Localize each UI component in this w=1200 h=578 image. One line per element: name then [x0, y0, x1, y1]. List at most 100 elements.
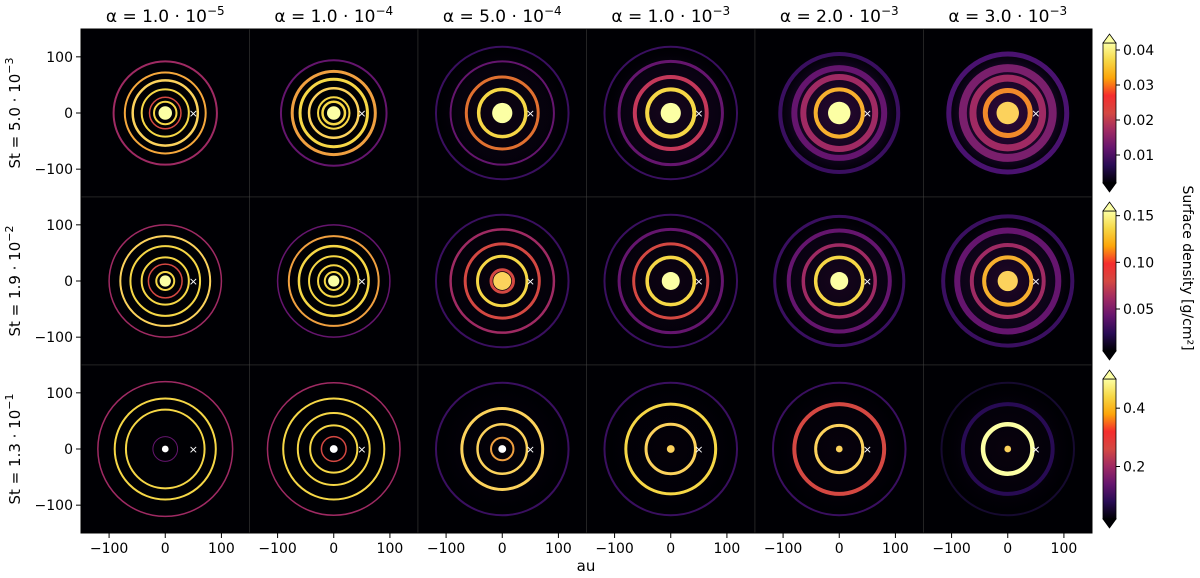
central-core — [328, 275, 340, 287]
planet-marker: × — [189, 275, 198, 288]
row-title-2: St = 1.9 · 10−2 — [3, 226, 24, 337]
ring-2 — [969, 243, 1046, 319]
planet-marker: × — [357, 275, 366, 288]
panel-r2-c6: × — [923, 196, 1093, 366]
colorbar-tick-label: 0.2 — [1123, 460, 1145, 476]
ring-6 — [279, 59, 388, 167]
column-title-1: α = 1.0 · 10−5 — [106, 4, 225, 27]
x-tick-label: 0 — [666, 541, 675, 557]
central-core — [492, 102, 513, 124]
panel-r3-c4: × — [586, 364, 756, 534]
ring-3 — [113, 397, 217, 501]
panel-r2-c4: × — [586, 196, 756, 366]
ring-1 — [644, 422, 697, 476]
ring-3 — [958, 64, 1057, 162]
y-tick-label: 100 — [46, 386, 73, 402]
planet-marker: × — [189, 443, 198, 456]
planet-marker: × — [189, 107, 198, 120]
panel-r3-c2: × — [249, 364, 419, 534]
colorbar-tick-label: 0.05 — [1123, 302, 1154, 318]
panel-r2-c1: × — [80, 196, 250, 366]
panel-r1-c6: × — [923, 28, 1093, 198]
ring-3 — [140, 256, 190, 306]
ring-3 — [308, 255, 360, 307]
ring-1 — [321, 100, 347, 126]
ring-2 — [476, 423, 529, 475]
x-tick-label: −100 — [932, 541, 970, 557]
ring-5 — [266, 381, 401, 517]
colorbar-tick-label: 0.02 — [1123, 113, 1154, 129]
ring-4 — [603, 45, 739, 181]
ring-2 — [632, 242, 710, 320]
column-title-2: α = 1.0 · 10−4 — [274, 4, 393, 27]
colorbar-2: 0.05 0.10 0.15 — [1102, 201, 1154, 361]
planet-marker: × — [357, 107, 366, 120]
ring-3 — [771, 381, 907, 517]
panel-r1-c2: × — [249, 28, 419, 198]
ring-2 — [309, 424, 359, 474]
ring-4 — [773, 214, 906, 348]
ring-2 — [147, 263, 183, 299]
ring-2 — [624, 402, 718, 496]
ring-4 — [282, 397, 386, 501]
x-tick-label: −100 — [90, 541, 128, 557]
planet-marker: × — [526, 443, 535, 456]
panel-r3-c5: × — [754, 364, 924, 534]
ring-1 — [813, 255, 865, 307]
colorbar-tick-label: 0.10 — [1123, 255, 1154, 271]
ring-4 — [97, 380, 234, 518]
ring-4 — [603, 213, 739, 349]
ring-2 — [792, 402, 887, 496]
y-tick-label: −100 — [35, 330, 73, 346]
ring-1 — [323, 271, 344, 291]
ring-4 — [298, 77, 369, 149]
ring-1 — [490, 436, 515, 462]
planet-marker: × — [526, 275, 535, 288]
ring-2 — [476, 254, 529, 308]
y-tick-label: 0 — [64, 106, 73, 122]
column-title-6: α = 3.0 · 10−3 — [948, 4, 1067, 27]
axes: 100 0 −100 100 0 −100 100 0 −100 −100 0 100 −100 0 100… — [35, 28, 1093, 557]
x-tick-label: 100 — [882, 541, 909, 557]
ring-1 — [645, 87, 697, 139]
ring-1 — [489, 268, 515, 294]
panel-r2-c5: × — [754, 196, 924, 366]
ring-3 — [791, 65, 888, 161]
panel-r1-c4: × — [586, 28, 756, 198]
planet-marker: × — [863, 275, 872, 288]
x-tick-label: 100 — [714, 541, 741, 557]
ring-3 — [954, 227, 1062, 335]
ring-5 — [123, 71, 207, 155]
ring-2 — [800, 74, 879, 152]
column-title-5: α = 2.0 · 10−3 — [780, 4, 899, 27]
planet-marker: × — [694, 107, 703, 120]
central-core — [158, 106, 172, 120]
central-core — [329, 445, 338, 453]
ring-3 — [460, 407, 545, 491]
colorbar-1: 0.01 0.02 0.03 0.04 — [1102, 33, 1154, 193]
central-core — [161, 445, 169, 453]
y-tick-label: 0 — [64, 274, 73, 290]
planet-marker: × — [1031, 275, 1040, 288]
central-core — [493, 272, 512, 290]
central-core — [1004, 445, 1012, 453]
ring-1 — [153, 100, 178, 126]
ring-6 — [276, 224, 391, 338]
panel-r2-c3: × — [417, 196, 587, 366]
ring-2 — [632, 75, 709, 151]
ring-1 — [476, 87, 528, 139]
x-tick-label: −100 — [427, 541, 465, 557]
ring-1 — [152, 436, 179, 462]
planet-marker: × — [694, 443, 703, 456]
ring-3 — [617, 227, 724, 335]
ring-1 — [320, 435, 347, 463]
central-core — [828, 101, 851, 125]
central-core — [835, 445, 843, 453]
ring-5 — [290, 69, 377, 157]
ring-1 — [982, 88, 1033, 138]
ring-4 — [778, 52, 901, 174]
panel-r1-c3: × — [417, 28, 587, 198]
ring-4 — [946, 51, 1070, 175]
ring-4 — [297, 244, 370, 318]
x-axis-label: au — [577, 557, 596, 575]
